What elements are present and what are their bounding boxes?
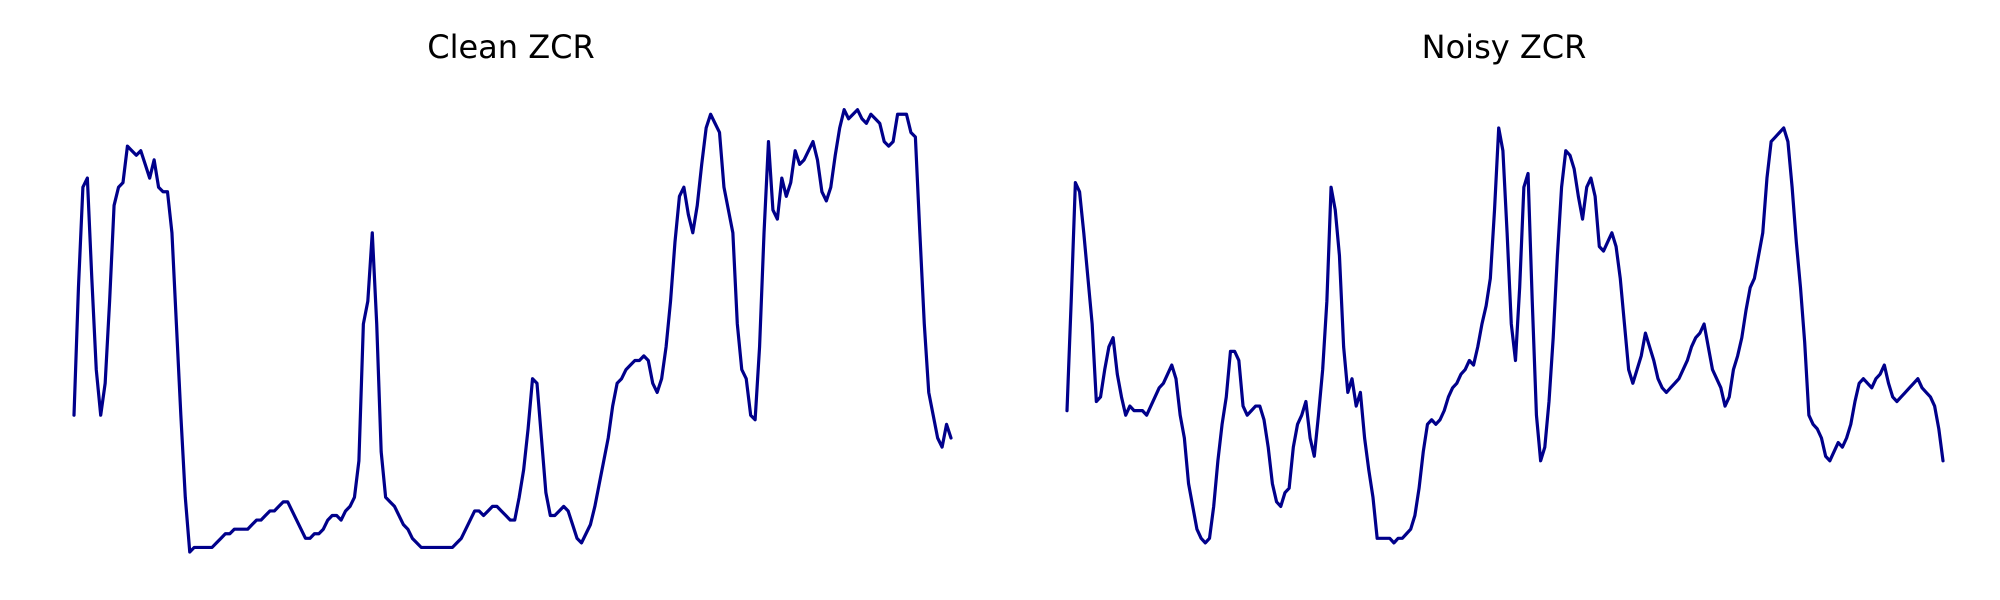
clean-zcr-title: Clean ZCR <box>427 28 594 66</box>
noisy-zcr-chart: Noisy ZCR <box>1065 28 1945 545</box>
noisy-zcr-title: Noisy ZCR <box>1422 28 1587 66</box>
clean-zcr-line <box>72 108 953 554</box>
noisy-zcr-line <box>1065 126 1945 545</box>
clean-zcr-chart: Clean ZCR <box>72 28 953 554</box>
